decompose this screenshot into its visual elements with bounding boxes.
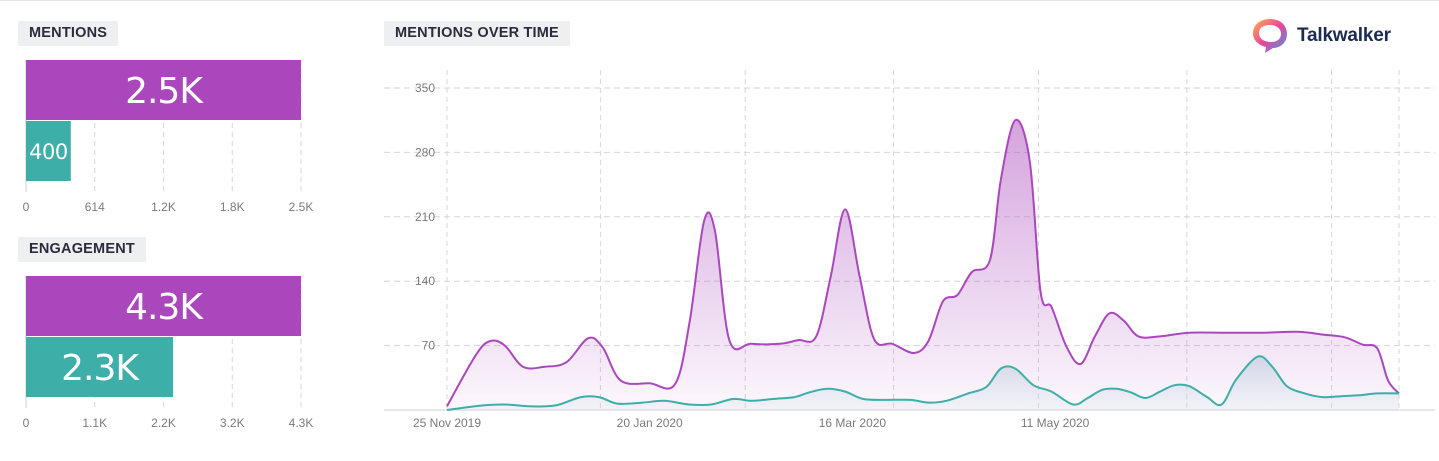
engagement-x-tick-label: 2.2K: [151, 416, 176, 430]
mentions-bar-chart: 0 614 1.2K 1.8K 2.5K 2.5K 400: [23, 60, 314, 214]
brand-name: Talkwalker: [1297, 25, 1391, 46]
engagement-bar: [26, 337, 174, 397]
mentions-x-tick-label: 1.8K: [220, 200, 245, 214]
mentions-x-tick-label: 0: [23, 200, 30, 214]
mentions-series-line: [446, 118, 1400, 407]
engagement-title: ENGAGEMENT: [18, 237, 146, 262]
engagement-value-label: 4.3K: [125, 287, 204, 328]
mentions-over-time-chart: 350 280 210 140 70 25 Nov 2019 20 Jan 2020 16 M…: [384, 70, 1435, 430]
timeline-x-tick-label: 16 Mar 2020: [819, 416, 887, 430]
brand-logo[interactable]: Talkwalker: [1250, 16, 1391, 56]
engagement-bar-chart: 0 1.1K 2.2K 3.2K 4.3K 4.3K 2.3K: [23, 276, 314, 430]
engagement-x-tick-label: 1.1K: [82, 416, 107, 430]
mentions-bar: [26, 60, 301, 120]
mentions-x-tick-label: 1.2K: [151, 200, 176, 214]
engagement-x-tick-label: 0: [23, 416, 30, 430]
mentions-over-time-title: MENTIONS OVER TIME: [384, 21, 570, 46]
engagement-x-tick-label: 4.3K: [289, 416, 314, 430]
timeline-y-tick-label: 70: [422, 339, 436, 353]
timeline-x-tick-label: 11 May 2020: [1021, 416, 1090, 430]
engagement-x-tick-label: 3.2K: [220, 416, 245, 430]
engagement-value-label: 2.3K: [61, 348, 140, 389]
mentions-x-tick-label: 614: [85, 200, 105, 214]
timeline-x-tick-label: 25 Nov 2019: [413, 416, 481, 430]
timeline-x-tick-label: 20 Jan 2020: [617, 416, 683, 430]
mentions-value-label: 2.5K: [125, 71, 204, 112]
talkwalker-logo-icon: [1253, 19, 1287, 53]
engagement-bar: [26, 276, 301, 336]
mentions-value-label: 400: [29, 140, 68, 164]
mentions-bar: [26, 121, 71, 181]
timeline-y-tick-label: 210: [415, 210, 435, 224]
mentions-series-area: [447, 119, 1399, 410]
timeline-y-tick-label: 350: [415, 81, 435, 95]
mentions-x-tick-label: 2.5K: [289, 200, 314, 214]
mentions-title: MENTIONS: [18, 21, 119, 46]
timeline-y-tick-label: 140: [415, 274, 435, 288]
engagement-series-line: [446, 355, 1400, 411]
top-divider: [0, 0, 1439, 1]
timeline-y-tick-label: 280: [415, 145, 435, 159]
engagement-series-area: [447, 356, 1399, 410]
